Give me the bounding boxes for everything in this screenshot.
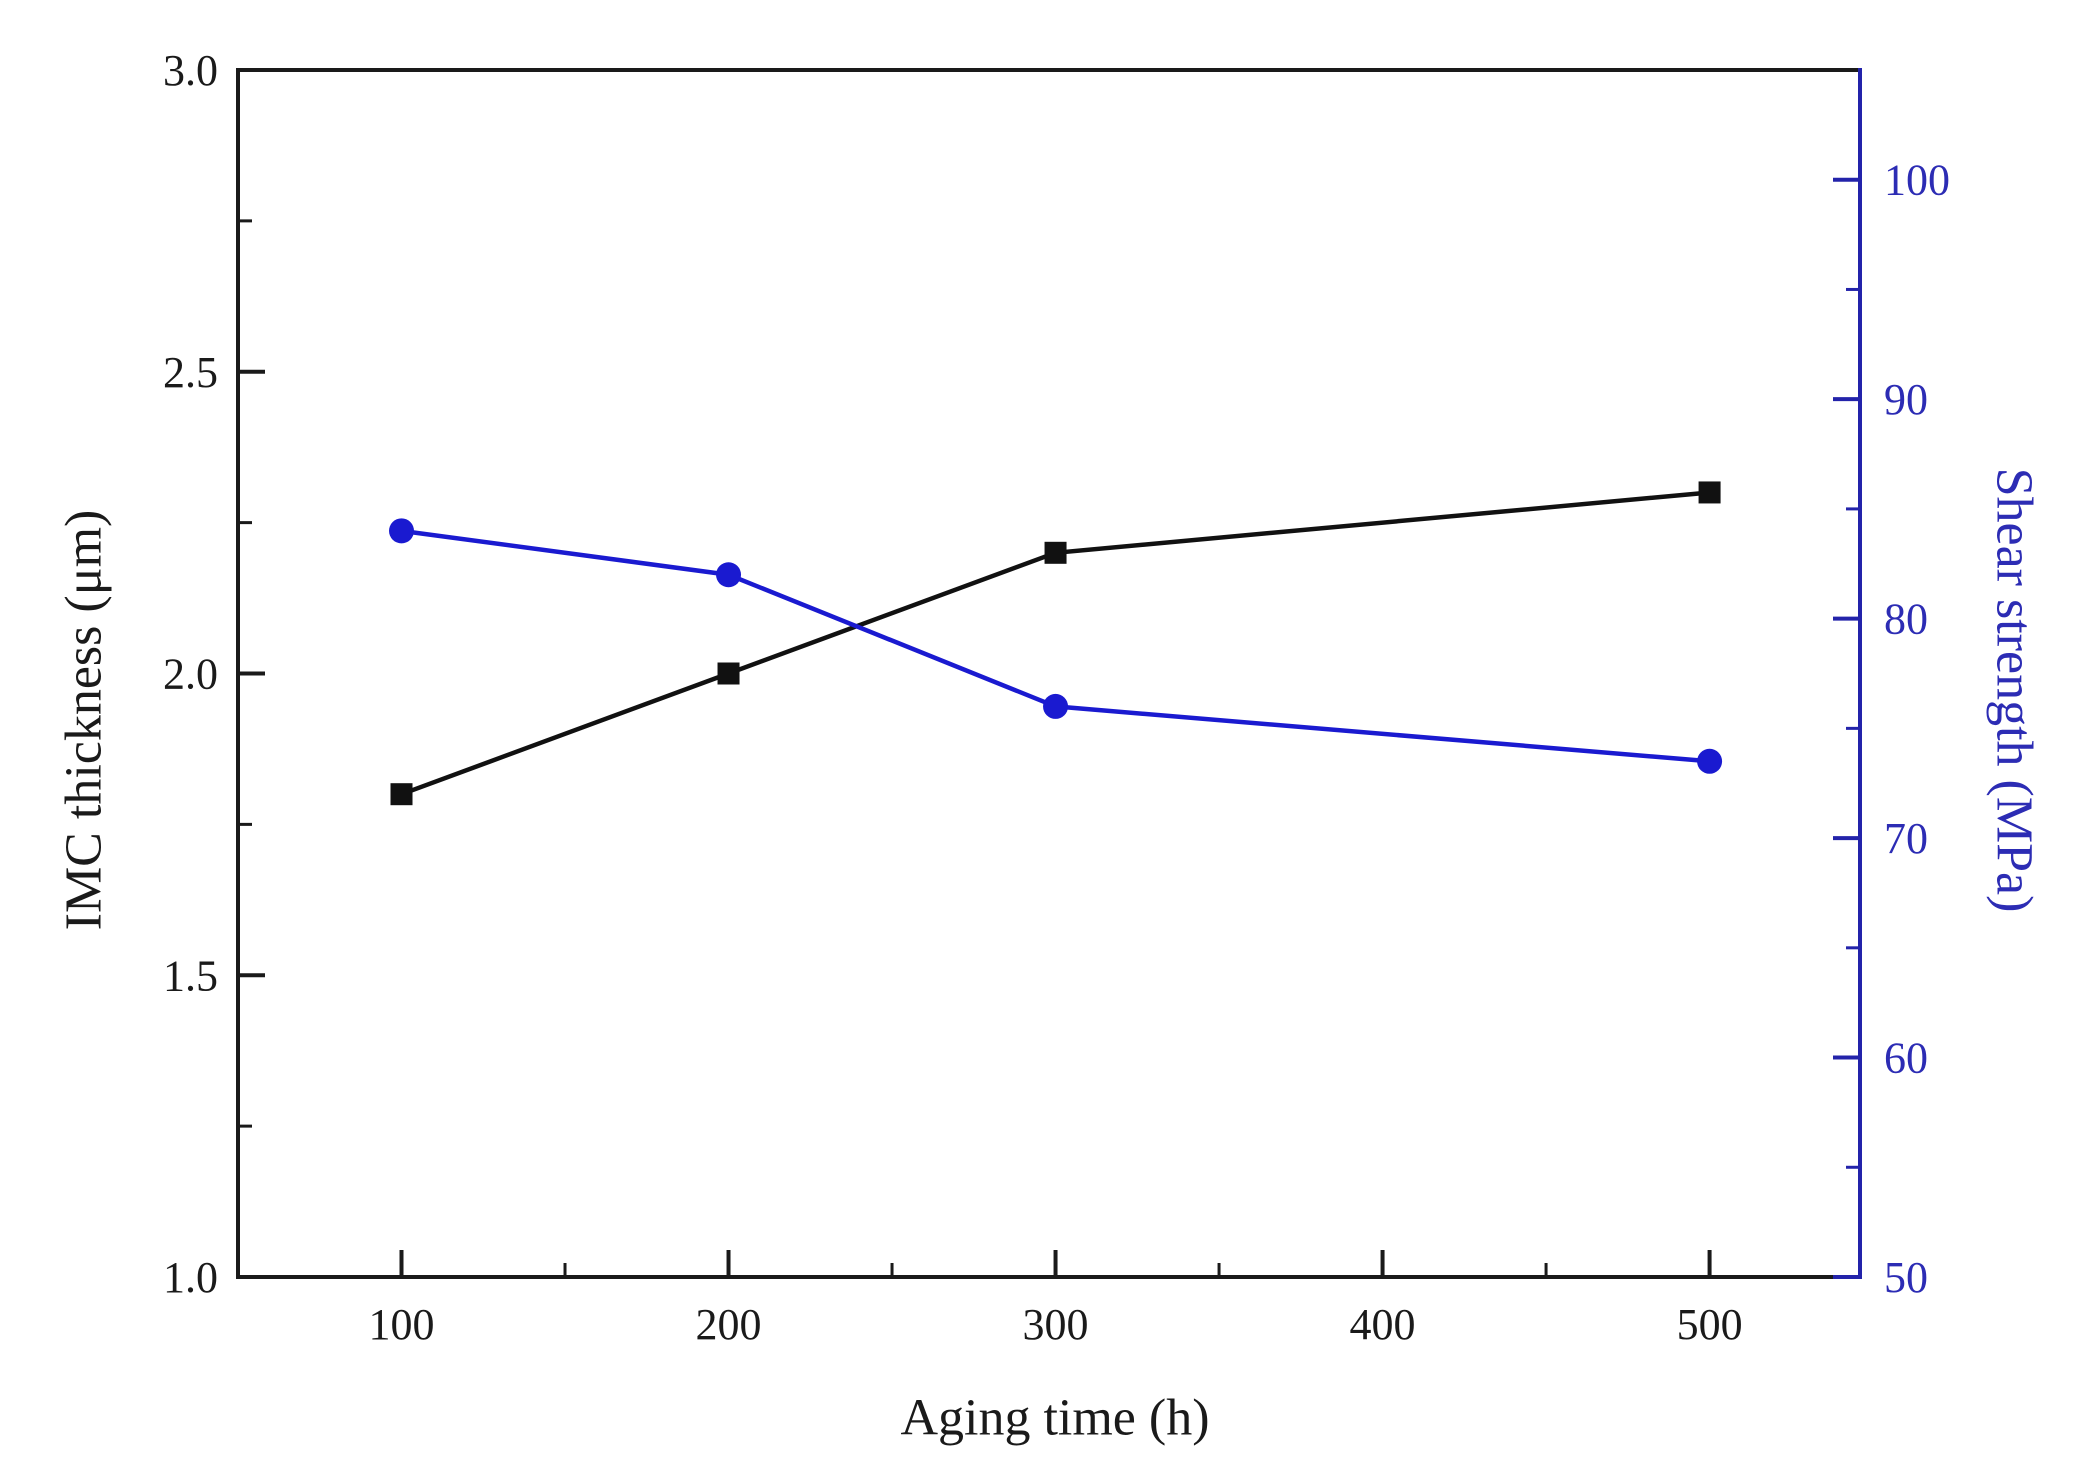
x-axis-tick-label: 100 (369, 1300, 435, 1349)
left-axis-tick-label: 2.5 (163, 348, 218, 397)
imc-thickness-line (400, 490, 1710, 797)
left-axis-title: IMC thickness (μm) (55, 509, 113, 931)
left-axis-tick-label: 1.0 (163, 1253, 218, 1302)
x-axis-tick-label: 200 (696, 1300, 762, 1349)
right-axis-tick-label: 90 (1884, 375, 1928, 424)
x-axis-tick-label: 300 (1023, 1300, 1089, 1349)
shear-strength-line (401, 528, 1710, 764)
right-axis-tick-label: 100 (1884, 156, 1950, 205)
x-axis-tick-label: 400 (1350, 1300, 1416, 1349)
left-axis-tick-label: 1.5 (163, 951, 218, 1000)
left-axis-tick-label: 2.0 (163, 650, 218, 699)
imc-thickness-marker (390, 783, 413, 806)
x-axis-title: Aging time (h) (900, 1389, 1210, 1447)
right-axis-title: Shear strength (MPa) (1985, 467, 2043, 913)
shear-strength-marker (1043, 693, 1069, 719)
shear-strength-marker (389, 518, 415, 544)
right-axis-tick-label: 60 (1884, 1034, 1928, 1083)
right-axis-tick-label: 80 (1884, 595, 1928, 644)
x-axis-tick-label: 500 (1677, 1300, 1743, 1349)
right-axis-tick-label: 70 (1884, 814, 1928, 863)
imc-thickness-marker (717, 662, 740, 685)
left-axis-tick-label: 3.0 (163, 46, 218, 95)
imc-thickness-marker (1044, 541, 1067, 564)
right-axis-tick-label: 50 (1884, 1253, 1928, 1302)
shear-strength-marker (1697, 748, 1723, 774)
imc-thickness-marker (1698, 481, 1721, 504)
shear-strength-marker (716, 562, 742, 588)
